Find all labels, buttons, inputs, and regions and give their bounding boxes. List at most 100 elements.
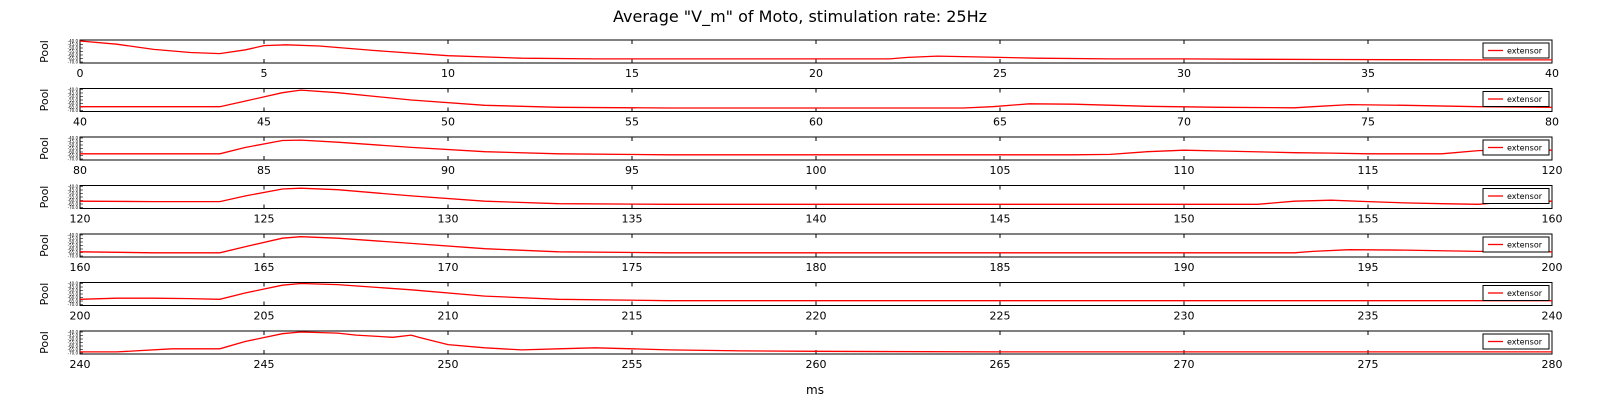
y-tick-label: -55.0 bbox=[68, 292, 79, 297]
y-tick-label: -55.0 bbox=[68, 340, 79, 345]
subplot-2: Pool -40.0-45.0-50.0-55.0-60.0-65.0-70.0 4… bbox=[38, 87, 1559, 129]
legend-box bbox=[1482, 139, 1550, 156]
legend-label: extensor bbox=[1507, 95, 1543, 104]
x-tick-label: 85 bbox=[257, 164, 271, 177]
x-tick-label: 20 bbox=[809, 67, 823, 80]
y-tick-label: -50.0 bbox=[68, 94, 79, 99]
x-tick-label: 160 bbox=[1542, 213, 1563, 226]
legend-box bbox=[1482, 91, 1550, 107]
x-tick-label: 70 bbox=[1177, 116, 1191, 129]
x-tick-label: 265 bbox=[990, 358, 1011, 371]
x-tick-label: 25 bbox=[993, 67, 1007, 80]
x-tick-label: 125 bbox=[254, 213, 275, 226]
x-tick-label: 80 bbox=[1545, 116, 1559, 129]
x-tick-label: 100 bbox=[806, 164, 827, 177]
x-tick-label: 235 bbox=[1358, 310, 1379, 323]
y-tick-label: -60.0 bbox=[68, 150, 79, 155]
x-tick-label: 250 bbox=[438, 358, 459, 371]
y-tick-label: -45.0 bbox=[68, 285, 79, 290]
x-tick-label: 30 bbox=[1177, 67, 1191, 80]
subplot-3: Pool -40.0-45.0-50.0-55.0-60.0-65.0-70.0 8… bbox=[38, 136, 1563, 178]
x-tick-label: 275 bbox=[1358, 358, 1379, 371]
x-tick-label: 210 bbox=[438, 310, 459, 323]
x-tick-label: 185 bbox=[990, 261, 1011, 274]
y-tick-label: -65.0 bbox=[68, 153, 79, 158]
y-tick-label: -60.0 bbox=[68, 247, 79, 252]
y-tick-label: -60.0 bbox=[68, 295, 79, 300]
x-tick-label: 190 bbox=[1174, 261, 1195, 274]
x-tick-label: 65 bbox=[993, 116, 1007, 129]
x-tick-label: 150 bbox=[1174, 213, 1195, 226]
x-tick-label: 240 bbox=[70, 358, 91, 371]
x-tick-label: 205 bbox=[254, 310, 275, 323]
legend-label: extensor bbox=[1507, 144, 1543, 153]
y-tick-label: -65.0 bbox=[68, 202, 79, 207]
x-tick-label: 145 bbox=[990, 213, 1011, 226]
x-tick-label: 220 bbox=[806, 310, 827, 323]
x-tick-label: 200 bbox=[70, 310, 91, 323]
x-tick-label: 170 bbox=[438, 261, 459, 274]
x-tick-label: 135 bbox=[622, 213, 643, 226]
y-tick-label: -40.0 bbox=[68, 136, 79, 141]
y-tick-label: -55.0 bbox=[68, 146, 79, 151]
legend-label: extensor bbox=[1507, 192, 1543, 201]
x-tick-label: 195 bbox=[1358, 261, 1379, 274]
x-tick-label: 105 bbox=[990, 164, 1011, 177]
y-tick-label: -45.0 bbox=[68, 42, 79, 47]
y-tick-label: -45.0 bbox=[68, 236, 79, 241]
y-tick-label: -45.0 bbox=[68, 188, 79, 193]
y-tick-label: -70.0 bbox=[68, 157, 79, 162]
subplot-1: Pool -40.0-45.0-50.0-55.0-60.0-65.0-70.0 0… bbox=[38, 39, 1559, 81]
y-tick-label: -70.0 bbox=[68, 351, 79, 356]
x-tick-label: 15 bbox=[625, 67, 639, 80]
x-tick-label: 60 bbox=[809, 116, 823, 129]
series-line-extensor bbox=[80, 89, 1553, 109]
legend-label: extensor bbox=[1507, 241, 1543, 250]
legend-box bbox=[1482, 285, 1550, 301]
y-tick-label: -50.0 bbox=[68, 337, 79, 342]
y-tick-label: -45.0 bbox=[68, 91, 79, 96]
x-tick-label: 80 bbox=[73, 164, 87, 177]
y-tick-label: -50.0 bbox=[68, 143, 79, 148]
x-tick-label: 175 bbox=[622, 261, 643, 274]
y-tick-label: -55.0 bbox=[68, 195, 79, 200]
x-tick-label: 90 bbox=[441, 164, 455, 177]
y-tick-label: -40.0 bbox=[68, 39, 79, 44]
x-tick-label: 10 bbox=[441, 67, 455, 80]
y-axis-label: Pool bbox=[38, 234, 51, 257]
y-axis-label: Pool bbox=[38, 186, 51, 209]
subplot-5: Pool -40.0-45.0-50.0-55.0-60.0-65.0-70.0 1… bbox=[38, 233, 1563, 275]
x-tick-label: 160 bbox=[70, 261, 91, 274]
x-tick-label: 95 bbox=[625, 164, 639, 177]
x-tick-label: 40 bbox=[1545, 67, 1559, 80]
y-tick-label: -40.0 bbox=[68, 281, 79, 286]
legend-box bbox=[1482, 188, 1550, 204]
legend-box bbox=[1482, 42, 1550, 59]
subplot-7: Pool -40.0-45.0-50.0-55.0-60.0-65.0-70.0 2… bbox=[38, 330, 1563, 372]
y-axis-label: Pool bbox=[38, 283, 51, 306]
subplot-6: Pool -40.0-45.0-50.0-55.0-60.0-65.0-70.0 2… bbox=[38, 281, 1563, 323]
legend-box bbox=[1482, 333, 1550, 350]
x-tick-label: 260 bbox=[806, 358, 827, 371]
x-tick-label: 50 bbox=[441, 116, 455, 129]
x-tick-label: 35 bbox=[1361, 67, 1375, 80]
y-tick-label: -45.0 bbox=[68, 333, 79, 338]
y-tick-label: -55.0 bbox=[68, 243, 79, 248]
y-tick-label: -70.0 bbox=[68, 205, 79, 210]
y-tick-label: -40.0 bbox=[68, 233, 79, 238]
y-axis-label: Pool bbox=[38, 40, 51, 63]
x-tick-label: 245 bbox=[254, 358, 275, 371]
x-tick-label: 225 bbox=[990, 310, 1011, 323]
y-tick-label: -40.0 bbox=[68, 87, 79, 92]
x-tick-label: 180 bbox=[806, 261, 827, 274]
chart-title: Average "V_m" of Moto, stimulation rate:… bbox=[613, 7, 987, 27]
y-tick-label: -60.0 bbox=[68, 198, 79, 203]
subplot-4: Pool -40.0-45.0-50.0-55.0-60.0-65.0-70.0 1… bbox=[38, 184, 1563, 226]
y-tick-label: -40.0 bbox=[68, 184, 79, 189]
x-tick-label: 40 bbox=[73, 116, 87, 129]
x-tick-label: 45 bbox=[257, 116, 271, 129]
y-tick-label: -65.0 bbox=[68, 105, 79, 110]
x-tick-label: 270 bbox=[1174, 358, 1195, 371]
x-tick-label: 240 bbox=[1542, 310, 1563, 323]
